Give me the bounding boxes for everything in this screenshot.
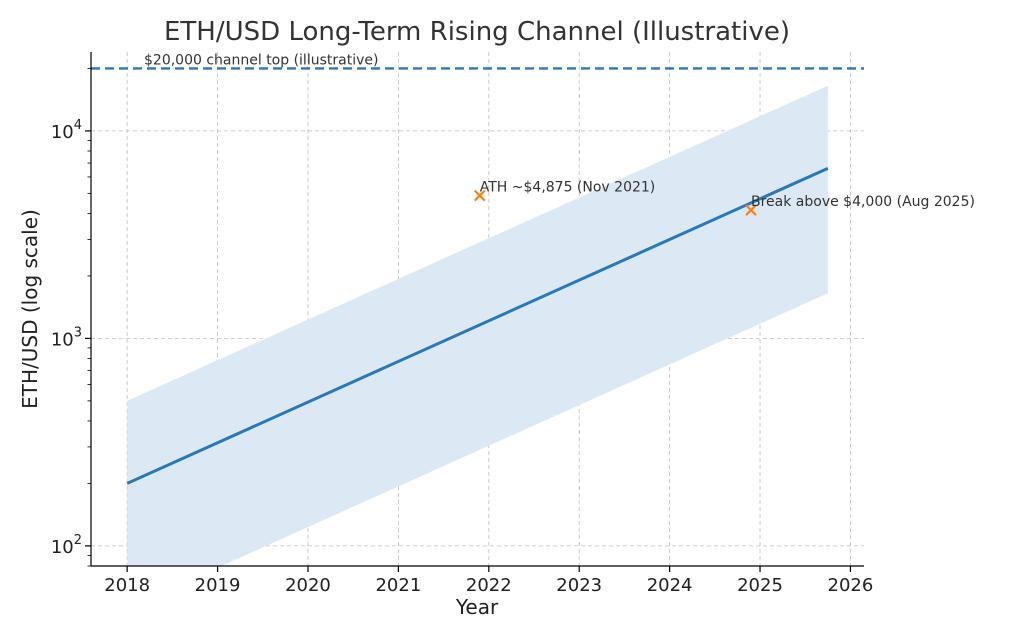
y-tick-label-0: 102 <box>51 533 82 558</box>
x-tick-label-2018: 2018 <box>104 575 150 596</box>
y-tick-label-1: 103 <box>51 325 82 350</box>
marker-x-stroke-b <box>473 189 486 202</box>
point-label-2: Break above $4,000 (Aug 2025) <box>751 194 975 210</box>
x-tick-label-2023: 2023 <box>556 575 602 596</box>
x-axis-label: Year <box>455 595 499 619</box>
point-label-1: ATH ~$4,875 (Nov 2021) <box>480 180 656 196</box>
x-tick-label-2019: 2019 <box>195 575 241 596</box>
channel-top-label: $20,000 channel top (illustrative) <box>144 52 378 68</box>
x-tick-label-2024: 2024 <box>647 575 693 596</box>
x-tick-label-2022: 2022 <box>466 575 512 596</box>
x-tick-label-2026: 2026 <box>828 575 874 596</box>
x-tick-label-2020: 2020 <box>285 575 331 596</box>
chart-title: ETH/USD Long-Term Rising Channel (Illust… <box>164 17 790 47</box>
y-axis-label: ETH/USD (log scale) <box>18 209 42 409</box>
channel-band <box>127 85 828 566</box>
x-tick-label-2021: 2021 <box>375 575 421 596</box>
marker-point-1 <box>473 189 486 202</box>
axes-layer: 2018 2019 2020 2021 2022 2023 2024 2025 2026 102 1… <box>51 52 874 596</box>
data-layer <box>91 67 864 566</box>
x-tick-label-2025: 2025 <box>737 575 783 596</box>
annotation-layer: $20,000 channel top (illustrative) ATH ~$… <box>144 52 975 216</box>
marker-x-stroke-b <box>745 204 757 216</box>
trend-line <box>126 166 829 485</box>
y-tick-label-2: 104 <box>51 118 82 143</box>
marker-point-2 <box>745 204 757 216</box>
